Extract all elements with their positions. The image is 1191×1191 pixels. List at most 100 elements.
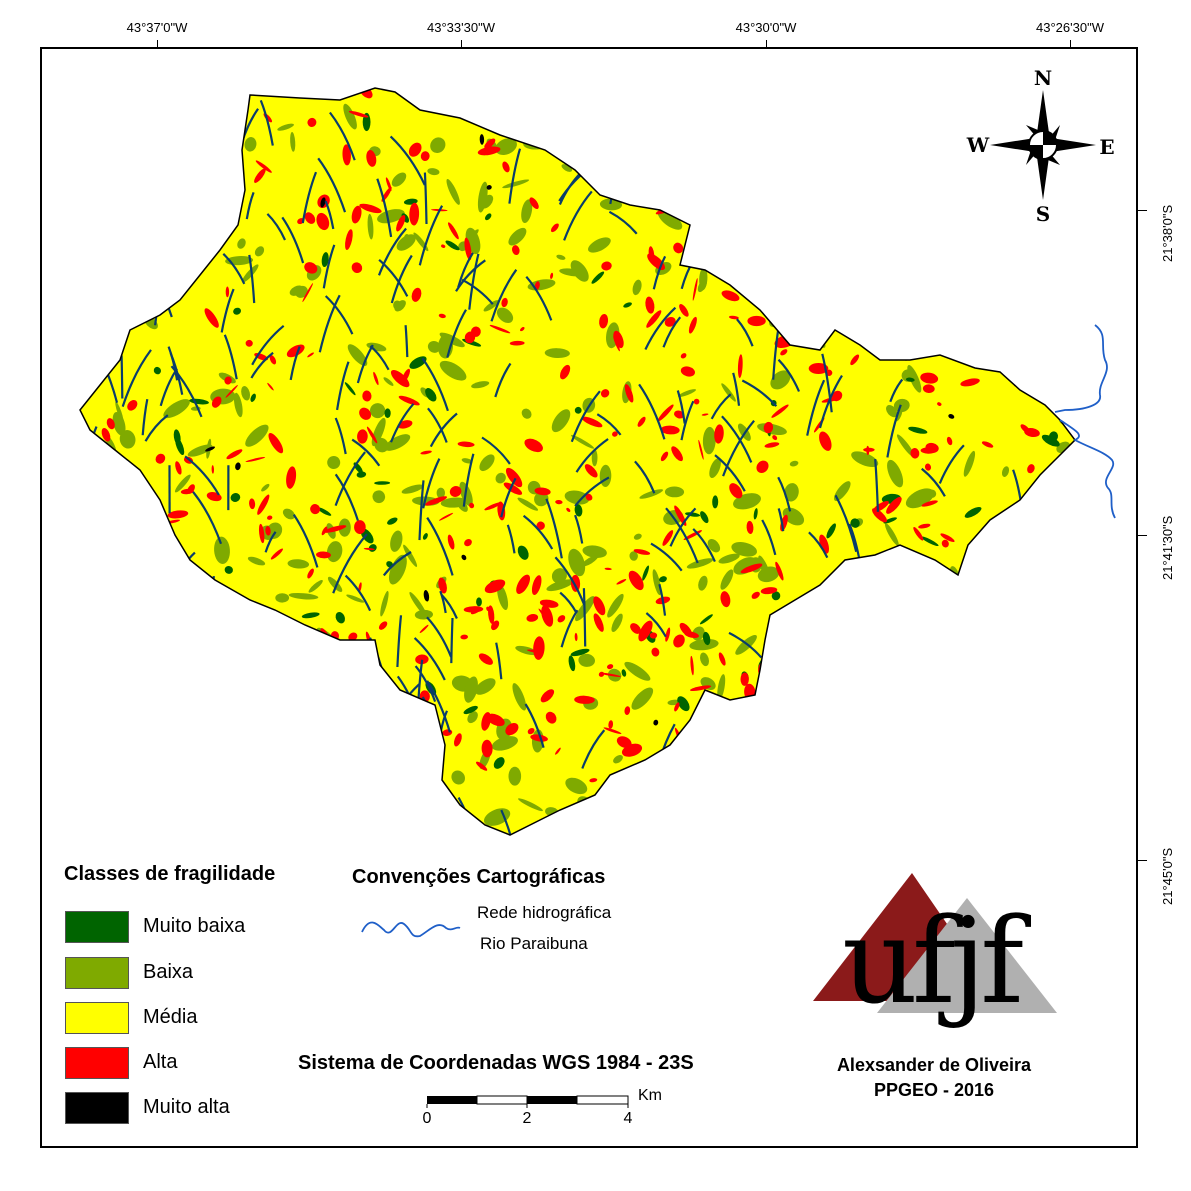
raster-patch bbox=[217, 105, 221, 125]
raster-patch bbox=[680, 366, 695, 377]
raster-patch bbox=[85, 833, 98, 835]
raster-patch bbox=[684, 248, 703, 264]
raster-patch bbox=[544, 348, 570, 359]
raster-patch bbox=[832, 648, 839, 656]
stream-segment bbox=[148, 679, 163, 736]
raster-patch bbox=[772, 435, 778, 441]
raster-patch bbox=[308, 579, 323, 593]
raster-patch bbox=[783, 170, 791, 174]
raster-patch bbox=[1052, 615, 1066, 624]
raster-patch bbox=[493, 757, 505, 769]
raster-patch bbox=[366, 836, 375, 846]
raster-patch bbox=[470, 326, 481, 337]
stream-segment bbox=[176, 251, 190, 287]
raster-patch bbox=[591, 271, 605, 284]
stream-segment bbox=[732, 372, 741, 406]
stream-segment bbox=[106, 738, 129, 775]
stream-segment bbox=[426, 516, 454, 576]
stream-segment bbox=[996, 664, 1016, 724]
stream-segment bbox=[264, 531, 277, 553]
raster-patch bbox=[824, 628, 840, 647]
stream-segment bbox=[658, 771, 666, 830]
stream-segment bbox=[724, 214, 731, 265]
raster-patch bbox=[991, 676, 1011, 687]
raster-patch bbox=[987, 749, 1017, 766]
raster-patch bbox=[574, 632, 578, 642]
raster-patch bbox=[613, 754, 623, 764]
raster-patch bbox=[778, 721, 786, 725]
raster-patch bbox=[968, 796, 988, 811]
raster-patch bbox=[827, 163, 839, 169]
raster-patch bbox=[638, 620, 653, 642]
raster-patch bbox=[686, 558, 714, 569]
raster-patch bbox=[692, 278, 698, 301]
raster-patch bbox=[626, 156, 636, 176]
raster-patch bbox=[137, 660, 149, 665]
raster-patch bbox=[792, 134, 814, 146]
raster-patch bbox=[785, 802, 804, 819]
raster-patch bbox=[913, 671, 933, 680]
raster-patch bbox=[858, 794, 877, 800]
raster-patch bbox=[293, 684, 306, 694]
raster-patch bbox=[515, 645, 539, 656]
raster-patch bbox=[936, 655, 947, 665]
compass-south-label: S bbox=[1035, 202, 1051, 226]
raster-patch bbox=[436, 487, 445, 499]
stream-segment bbox=[978, 667, 1004, 697]
stream-segment bbox=[798, 231, 830, 272]
raster-patch bbox=[257, 494, 270, 515]
raster-patch bbox=[245, 456, 266, 463]
stream-segment bbox=[377, 227, 407, 276]
raster-patch bbox=[846, 781, 849, 788]
raster-patch bbox=[224, 91, 242, 109]
raster-patch bbox=[155, 453, 166, 464]
stream-segment bbox=[440, 593, 458, 619]
raster-patch bbox=[1048, 231, 1056, 243]
raster-patch bbox=[725, 258, 737, 267]
raster-patch bbox=[566, 507, 571, 512]
raster-patch bbox=[551, 409, 571, 433]
stream-segment bbox=[217, 834, 223, 835]
scale-bar bbox=[426, 1095, 629, 1108]
raster-patch bbox=[117, 525, 128, 533]
raster-patch bbox=[422, 829, 438, 835]
raster-patch bbox=[813, 723, 823, 740]
raster-patch bbox=[385, 177, 392, 191]
raster-patch bbox=[233, 746, 244, 757]
stream-segment bbox=[86, 718, 111, 749]
raster-patch bbox=[486, 606, 490, 611]
legend-swatch-media bbox=[65, 1002, 129, 1034]
raster-patch bbox=[742, 242, 765, 258]
stream-segment bbox=[91, 572, 123, 595]
raster-patch bbox=[924, 463, 932, 471]
raster-patch bbox=[512, 683, 527, 711]
raster-patch bbox=[760, 192, 774, 202]
stream-segment bbox=[423, 172, 428, 225]
raster-patch bbox=[209, 167, 222, 181]
raster-patch bbox=[561, 164, 573, 172]
raster-patch bbox=[811, 144, 829, 160]
raster-patch bbox=[735, 634, 757, 655]
raster-patch bbox=[301, 612, 320, 619]
raster-patch bbox=[728, 315, 739, 320]
raster-patch bbox=[184, 596, 197, 607]
raster-patch bbox=[403, 544, 418, 567]
raster-patch bbox=[882, 552, 889, 561]
raster-patch bbox=[479, 134, 485, 145]
raster-patch bbox=[438, 512, 454, 521]
raster-patch bbox=[261, 483, 270, 492]
scale-label: 0 bbox=[422, 1110, 432, 1127]
raster-patch bbox=[612, 431, 618, 437]
raster-patch bbox=[780, 349, 788, 356]
raster-patch bbox=[1002, 587, 1022, 602]
raster-patch bbox=[879, 291, 890, 306]
raster-patch bbox=[703, 188, 722, 202]
raster-patch bbox=[458, 97, 471, 117]
raster-patch bbox=[904, 699, 913, 723]
raster-patch bbox=[937, 262, 951, 276]
raster-patch bbox=[913, 527, 924, 541]
raster-patch bbox=[767, 693, 773, 703]
raster-patch bbox=[570, 648, 590, 657]
raster-patch bbox=[717, 141, 730, 163]
stream-segment bbox=[192, 491, 223, 545]
